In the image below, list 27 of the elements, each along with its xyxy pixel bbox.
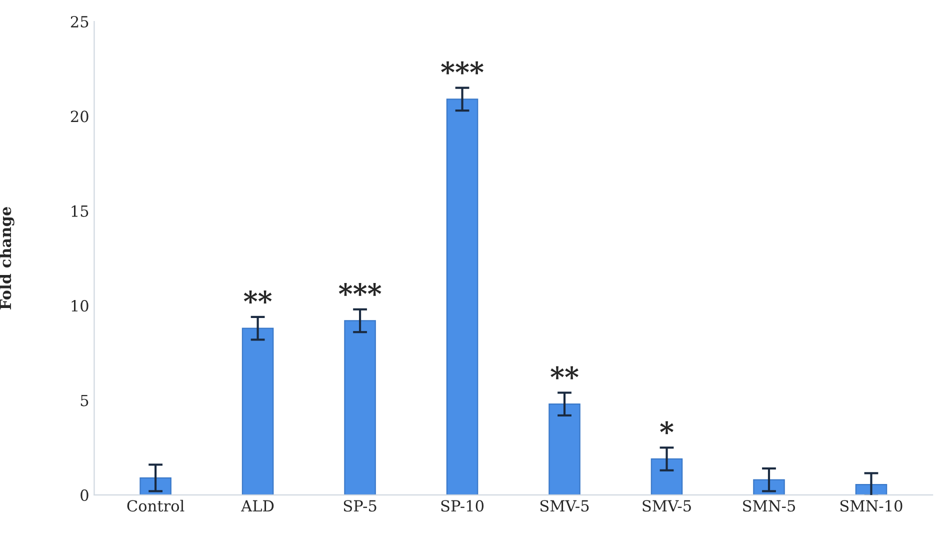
x-tick-label: SMV-5 [540, 500, 589, 512]
bar [242, 328, 274, 495]
x-tick-label: SMN-5 [743, 500, 795, 512]
data-label: *** [338, 282, 382, 296]
data-label: *** [441, 61, 484, 74]
x-tick-label: Control [127, 500, 184, 512]
y-tick-label: 25 [70, 16, 88, 28]
x-tick-label: ALD [240, 500, 274, 512]
x-tick-label: SP-5 [344, 500, 376, 512]
bar [140, 477, 172, 495]
y-tick-label: 10 [72, 300, 88, 312]
y-tick-label: 15 [72, 205, 88, 217]
bar [548, 404, 580, 495]
x-tick-label: SMV-5 [642, 500, 691, 512]
bar [855, 484, 888, 495]
bar [753, 479, 785, 495]
y-tick-label: 20 [70, 110, 88, 122]
data-label: * [660, 421, 674, 434]
y-tick-label: 0 [80, 489, 88, 501]
bar [344, 320, 376, 495]
bar [446, 98, 478, 495]
data-label: ** [550, 366, 578, 380]
y-tick-label: 5 [80, 394, 88, 406]
x-tick-label: SMN-10 [840, 500, 902, 512]
x-tick-label: SP-10 [441, 500, 484, 512]
bar [650, 458, 683, 495]
data-label: ** [244, 290, 272, 304]
